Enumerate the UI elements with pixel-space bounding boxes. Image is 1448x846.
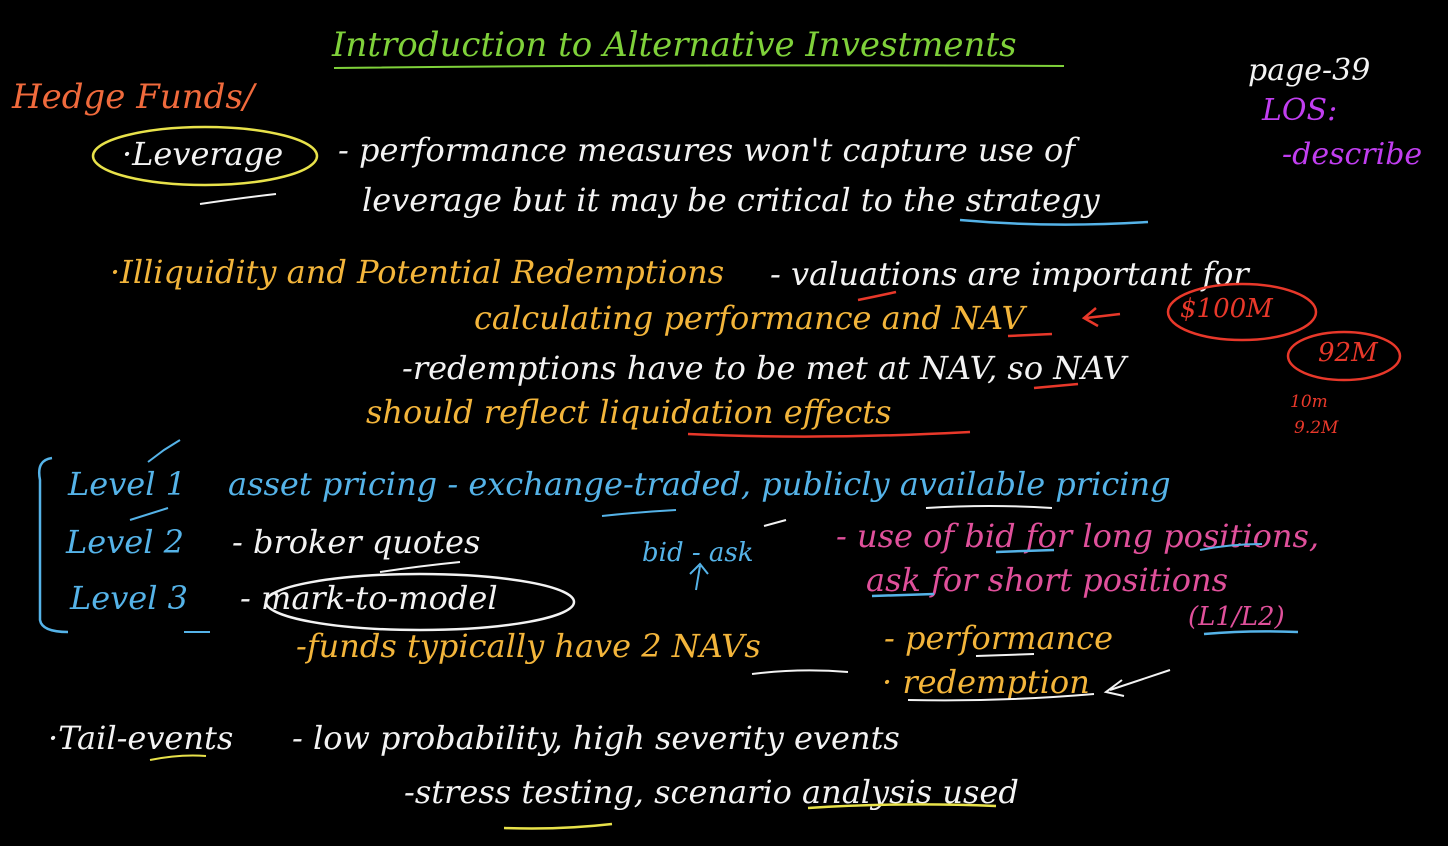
nav-arrow xyxy=(1081,307,1121,328)
exchange-traded-underline xyxy=(601,509,677,517)
bid-note-line-1: - use of bid for long positions, xyxy=(836,517,1320,555)
withdraw-note: 10m xyxy=(1290,392,1328,412)
level-1-desc: asset pricing - exchange-traded, publicl… xyxy=(228,465,1171,503)
liquidation-underline xyxy=(687,430,971,438)
leverage-underline xyxy=(199,193,277,205)
navs-underline xyxy=(751,669,849,675)
page-title: Introduction to Alternative Investments xyxy=(332,25,1017,65)
bid-ask-label: bid - ask xyxy=(642,538,754,568)
illiquidity-bullet: ·Illiquidity and Potential Redemptions xyxy=(110,253,725,291)
level-2-desc: - broker quotes xyxy=(232,523,481,561)
two-navs-item-1: - performance xyxy=(884,619,1113,657)
los-label: LOS: xyxy=(1262,93,1338,128)
two-navs-text: -funds typically have 2 NAVs xyxy=(296,627,761,665)
strategy-underline xyxy=(959,218,1149,226)
aum-after-note: 92M xyxy=(1318,338,1378,368)
level-2-label: Level 2 xyxy=(66,523,184,561)
leverage-line-1: - performance measures won't capture use… xyxy=(338,131,1076,169)
level-1-check xyxy=(147,439,181,463)
illiquidity-line-3: -redemptions have to be met at NAV, so N… xyxy=(402,349,1126,387)
tail-line-2: -stress testing, scenario analysis used xyxy=(404,773,1019,811)
redemption-arrow xyxy=(1103,669,1171,697)
level-1-underline xyxy=(129,507,169,521)
leverage-line-2: leverage but it may be critical to the s… xyxy=(362,181,1100,219)
illiquidity-line-1: - valuations are important for xyxy=(770,255,1249,293)
bid-note-line-3: (L1/L2) xyxy=(1188,602,1285,632)
broker-quotes-underline xyxy=(379,561,461,573)
leverage-bullet: ·Leverage xyxy=(122,135,284,173)
available-underline xyxy=(925,505,1053,509)
level-1-label: Level 1 xyxy=(68,465,186,503)
topic-label: Hedge Funds/ xyxy=(12,77,255,117)
withdraw-note-2: 9.2M xyxy=(1294,418,1339,438)
illiquidity-line-4: should reflect liquidation effects xyxy=(366,393,892,431)
level-3-label: Level 3 xyxy=(70,579,188,617)
tail-line-1: - low probability, high severity events xyxy=(292,719,900,757)
two-navs-item-2: · redemption xyxy=(882,663,1090,701)
illiquidity-line-2: calculating performance and NAV xyxy=(474,299,1025,337)
page-reference: page-39 xyxy=(1248,53,1371,88)
los-verb: -describe xyxy=(1282,137,1423,172)
stress-testing-underline xyxy=(503,822,613,830)
tail-bullet: ·Tail-events xyxy=(48,719,234,757)
title-underline xyxy=(333,64,1065,69)
aum-note: $100M xyxy=(1180,294,1273,324)
bid-note-line-2: ask for short positions xyxy=(866,561,1229,599)
publicly-tick xyxy=(763,519,787,527)
level-3-desc: - mark-to-model xyxy=(240,579,498,617)
levels-bracket xyxy=(38,456,69,634)
